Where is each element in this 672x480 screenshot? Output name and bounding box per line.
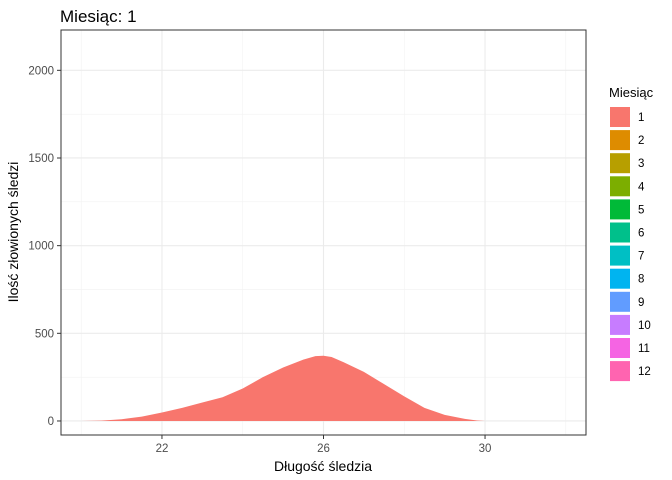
y-tick-label-0: 0: [48, 416, 54, 428]
y-tick-label-4: 2000: [28, 65, 54, 77]
legend-key-5: [610, 199, 630, 220]
legend-label-9: 9: [638, 297, 644, 309]
legend-label-8: 8: [638, 274, 644, 286]
legend-key-6: [610, 222, 630, 243]
y-tick-label-2: 1000: [28, 241, 54, 253]
density-area-1: [81, 355, 526, 421]
legend-key-9: [610, 291, 630, 312]
legend-key-10: [610, 314, 630, 335]
legend-label-7: 7: [638, 251, 644, 263]
x-axis: 22 26 30: [156, 435, 492, 455]
legend-label-3: 3: [638, 158, 644, 170]
legend-label-5: 5: [638, 204, 644, 216]
x-axis-title: Długość śledzia: [274, 458, 372, 474]
legend-key-1: [610, 107, 630, 127]
legend-label-4: 4: [638, 181, 645, 193]
legend-key-8: [610, 268, 630, 289]
x-tick-label-0: 22: [156, 443, 169, 455]
legend-label-1: 1: [638, 112, 644, 124]
y-tick-label-1: 500: [35, 328, 54, 340]
density-areas: [81, 355, 526, 421]
y-axis: 0 500 1000 1500 2000: [28, 65, 61, 428]
legend-title: Miesiąc: [609, 85, 654, 100]
legend-label-11: 11: [638, 343, 650, 355]
legend-key-2: [610, 130, 630, 151]
legend-label-10: 10: [638, 320, 651, 332]
legend-label-2: 2: [638, 135, 644, 147]
y-axis-title: Ilość złowionych śledzi: [5, 162, 21, 303]
legend-label-12: 12: [638, 366, 651, 378]
legend-key-7: [610, 245, 630, 266]
x-tick-label-2: 30: [479, 443, 492, 455]
legend-key-3: [610, 153, 630, 174]
legend-key-11: [610, 338, 630, 358]
legend-key-12: [610, 361, 630, 382]
legend-key-4: [610, 176, 630, 197]
legend-label-6: 6: [638, 228, 644, 240]
chart-title: Miesiąc: 1: [60, 7, 137, 26]
x-tick-label-1: 26: [317, 443, 330, 455]
y-tick-label-3: 1500: [28, 153, 54, 165]
